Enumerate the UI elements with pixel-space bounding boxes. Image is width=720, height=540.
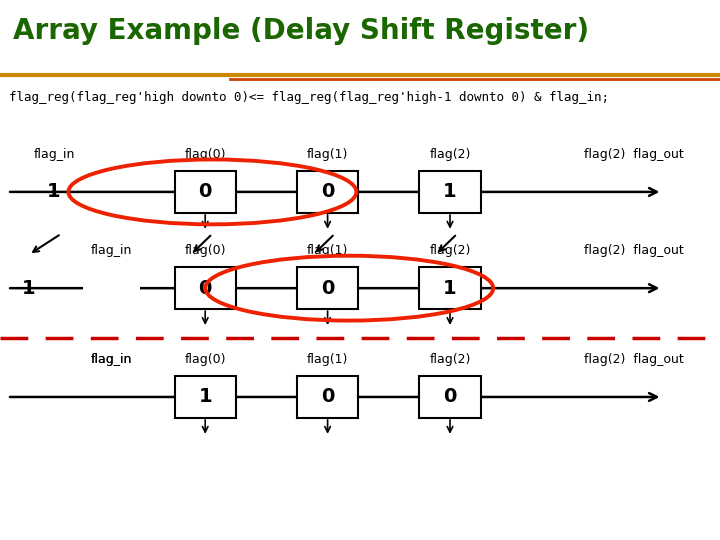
Text: flag(2): flag(2) [429,353,471,366]
Text: flag_reg(flag_reg'high downto 0)<= flag_reg(flag_reg'high-1 downto 0) & flag_in;: flag_reg(flag_reg'high downto 0)<= flag_… [9,91,608,104]
Text: 1: 1 [48,183,60,201]
Text: flag_in: flag_in [33,147,75,160]
Text: 58 - CPRE 583 (Reconfigurable Computing):  VHDL overview 1: 58 - CPRE 583 (Reconfigurable Computing)… [9,514,332,524]
Text: 0: 0 [199,183,212,201]
Bar [419,376,481,418]
Text: 1: 1 [22,279,35,298]
Text: 1: 1 [444,183,456,201]
Text: Iowa State University
(Ames): Iowa State University (Ames) [576,508,687,530]
Bar [174,376,235,418]
Text: flag(2): flag(2) [429,147,471,160]
Text: flag_in: flag_in [91,244,132,256]
Text: 1: 1 [199,388,212,407]
Text: 0: 0 [444,388,456,407]
Text: flag_in: flag_in [91,353,132,366]
Text: flag(2)  flag_out: flag(2) flag_out [584,147,683,160]
Text: 1: 1 [444,279,456,298]
Bar [419,171,481,213]
Text: flag(1): flag(1) [307,244,348,256]
Text: flag_in: flag_in [91,353,132,366]
Bar [297,267,359,309]
Bar [174,171,235,213]
Text: flag(2)  flag_out: flag(2) flag_out [584,353,683,366]
Bar [297,171,359,213]
Text: 0: 0 [321,388,334,407]
Text: 0: 0 [321,183,334,201]
Bar [83,263,140,313]
Text: flag(1): flag(1) [307,147,348,160]
Text: flag(2)  flag_out: flag(2) flag_out [584,244,683,256]
Text: flag(0): flag(0) [184,244,226,256]
Text: 1: 1 [105,279,118,298]
Bar [174,267,235,309]
Text: Array Example (Delay Shift Register): Array Example (Delay Shift Register) [13,17,589,45]
Text: flag(2): flag(2) [429,244,471,256]
Text: 0: 0 [321,279,334,298]
Text: flag(1): flag(1) [307,353,348,366]
Text: flag(0): flag(0) [184,147,226,160]
Bar [419,267,481,309]
Bar [297,376,359,418]
Text: flag(0): flag(0) [184,353,226,366]
Text: 0: 0 [199,279,212,298]
